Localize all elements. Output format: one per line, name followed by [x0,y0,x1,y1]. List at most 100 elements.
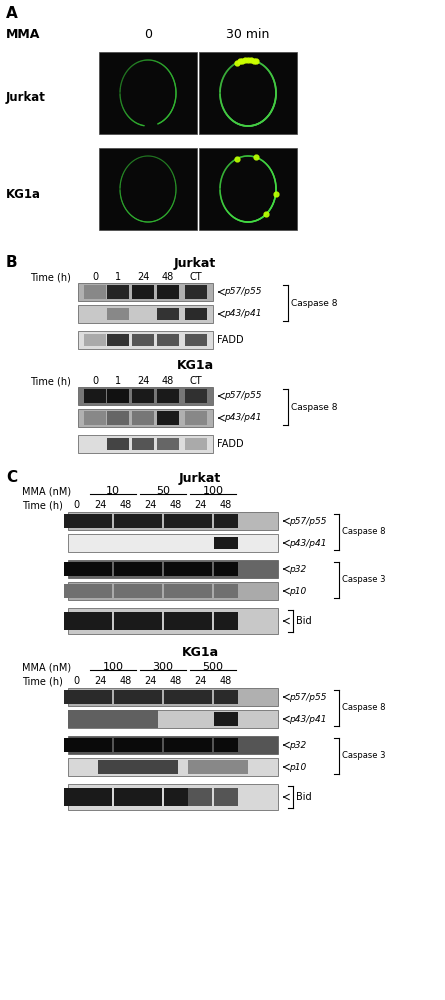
Bar [132,334,154,346]
Text: KG1a: KG1a [176,359,214,372]
Bar [68,560,278,578]
Bar [164,738,188,752]
Text: MMA (nM): MMA (nM) [22,662,71,672]
Text: 0: 0 [73,500,79,510]
Bar [68,688,278,706]
Bar [64,562,88,576]
Bar [68,736,278,754]
Bar [157,411,179,425]
Text: 48: 48 [120,500,132,510]
Bar [68,710,278,728]
Bar [78,305,213,323]
Text: 24: 24 [194,500,206,510]
Bar [199,52,297,134]
Bar [107,285,129,299]
Text: Bid: Bid [296,792,312,802]
Bar [99,52,197,134]
Bar [114,612,138,630]
Bar [214,514,238,528]
Text: Time (h): Time (h) [22,676,63,686]
Text: p32: p32 [289,740,306,750]
Text: 24: 24 [137,376,149,386]
Bar [157,438,179,450]
Text: 48: 48 [170,676,182,686]
Bar [164,562,188,576]
Text: 24: 24 [194,676,206,686]
Bar [157,334,179,346]
Text: Time (h): Time (h) [30,272,71,282]
Bar [138,562,162,576]
Bar [132,438,154,450]
Bar [78,387,213,405]
Bar [64,690,88,704]
Bar [114,562,138,576]
Bar [98,760,178,774]
Bar [214,562,238,576]
Text: 1: 1 [115,376,121,386]
Bar [78,409,213,427]
Bar [138,584,162,598]
Bar [132,285,154,299]
Bar [107,389,129,403]
Text: 48: 48 [220,676,232,686]
Bar [164,514,188,528]
Bar [114,514,138,528]
Bar [132,389,154,403]
Text: KG1a: KG1a [6,188,41,202]
Bar [185,285,207,299]
Bar [114,788,138,806]
Bar [88,788,112,806]
Text: Caspase 8: Caspase 8 [291,402,337,412]
Bar [88,738,112,752]
Bar [68,710,158,728]
Bar [88,514,112,528]
Text: 30 min: 30 min [227,28,270,41]
Text: CT: CT [190,376,202,386]
Text: 24: 24 [94,500,106,510]
Bar [114,738,138,752]
Text: p43/p41: p43/p41 [289,714,327,724]
Bar [188,690,212,704]
Bar [188,584,212,598]
Text: p43/p41: p43/p41 [224,414,262,422]
Bar [88,612,112,630]
Bar [64,788,88,806]
Text: 0: 0 [73,676,79,686]
Bar [84,334,106,346]
Bar [185,438,207,450]
Text: Caspase 3: Caspase 3 [342,752,385,760]
Text: Caspase 8: Caspase 8 [342,528,385,536]
Bar [157,285,179,299]
Text: CT: CT [190,272,202,282]
Bar [114,584,138,598]
Bar [214,712,238,726]
Bar [88,584,112,598]
Bar [138,738,162,752]
Bar [188,760,248,774]
Text: 48: 48 [170,500,182,510]
Text: p32: p32 [289,564,306,574]
Bar [214,788,238,806]
Text: p57/p55: p57/p55 [224,288,262,296]
Text: 48: 48 [162,376,174,386]
Bar [84,411,106,425]
Bar [114,690,138,704]
Bar [185,411,207,425]
Bar [78,331,213,349]
Bar [64,584,88,598]
Text: 24: 24 [144,500,156,510]
Text: Jurkat: Jurkat [6,92,46,104]
Text: p57/p55: p57/p55 [289,692,327,702]
Text: 24: 24 [144,676,156,686]
Text: 24: 24 [137,272,149,282]
Text: Caspase 8: Caspase 8 [342,704,385,712]
Bar [138,788,162,806]
Bar [68,608,278,634]
Bar [68,784,278,810]
Bar [88,690,112,704]
Text: p43/p41: p43/p41 [224,310,262,318]
Text: 48: 48 [220,500,232,510]
Text: Time (h): Time (h) [30,376,71,386]
Bar [107,411,129,425]
Text: 0: 0 [144,28,152,41]
